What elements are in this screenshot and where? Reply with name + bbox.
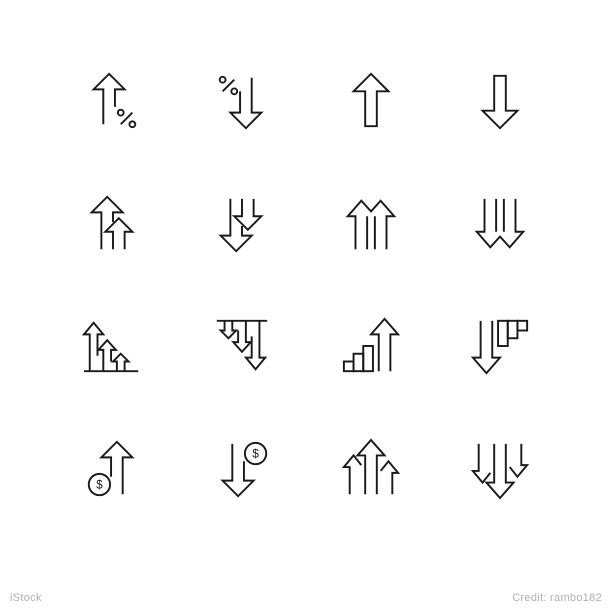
double-arrow-down-overlap-icon — [211, 193, 273, 255]
arrow-up-icon — [340, 70, 402, 132]
cell-triple-up-varied — [306, 408, 435, 531]
cell-double-down-overlap — [177, 163, 306, 286]
bar-chart-up-arrow-icon — [340, 315, 402, 377]
cell-arrow-down-dollar: $ — [177, 408, 306, 531]
cell-triple-up-ascending — [48, 285, 177, 408]
cell-arrow-down — [435, 40, 564, 163]
svg-text:$: $ — [252, 447, 259, 460]
cell-double-up-side — [306, 163, 435, 286]
cell-double-up-overlap — [48, 163, 177, 286]
double-arrow-up-overlap-icon — [82, 193, 144, 255]
cell-triple-down-varied — [435, 408, 564, 531]
cell-arrow-down-percent — [177, 40, 306, 163]
svg-text:$: $ — [96, 478, 103, 491]
triple-arrow-down-descending-icon — [211, 315, 273, 377]
cell-triple-down-descending — [177, 285, 306, 408]
icon-grid: $ $ — [0, 0, 612, 570]
watermark-source: iStock — [10, 592, 42, 604]
arrow-down-percent-icon — [211, 70, 273, 132]
triple-arrow-up-ascending-icon — [82, 315, 144, 377]
double-arrow-down-side-icon — [469, 193, 531, 255]
triple-arrow-up-varied-icon — [340, 438, 402, 500]
cell-bar-chart-down-arrow — [435, 285, 564, 408]
arrow-down-dollar-icon: $ — [211, 438, 273, 500]
cell-arrow-up-dollar: $ — [48, 408, 177, 531]
cell-bar-chart-up-arrow — [306, 285, 435, 408]
arrow-up-percent-icon — [82, 70, 144, 132]
arrow-up-dollar-icon: $ — [82, 438, 144, 500]
triple-arrow-down-varied-icon — [469, 438, 531, 500]
arrow-down-icon — [469, 70, 531, 132]
bar-chart-down-arrow-icon — [469, 315, 531, 377]
cell-double-down-side — [435, 163, 564, 286]
cell-arrow-up-percent — [48, 40, 177, 163]
watermark-credit: Credit: rambo182 — [512, 592, 602, 604]
cell-arrow-up — [306, 40, 435, 163]
double-arrow-up-side-icon — [340, 193, 402, 255]
